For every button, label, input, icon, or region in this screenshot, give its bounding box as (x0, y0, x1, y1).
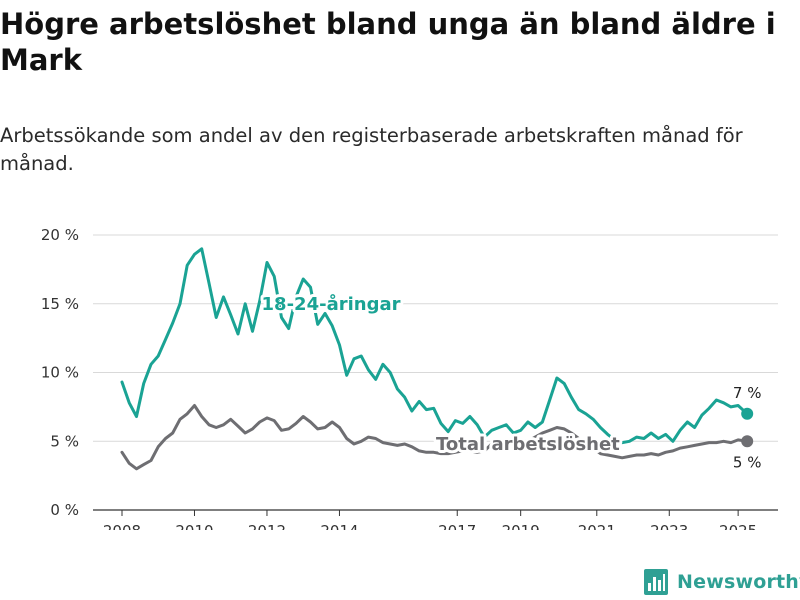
chart-subtitle: Arbetssökande som andel av den registerb… (0, 124, 743, 175)
line-chart: 0 % 5 % 10 % 15 % 20 % 2008 2010 2012 2014 2017 2… (41, 226, 778, 530)
x-tick-label: 2023 (650, 522, 688, 530)
x-tick-label: 2025 (719, 522, 757, 530)
x-tick-label: 2014 (320, 522, 358, 530)
x-tick-label: 2010 (175, 522, 213, 530)
series-end-label: 7 % (733, 384, 762, 402)
series-label: 18-24-åringar (262, 293, 401, 315)
y-tick-label: 15 % (41, 295, 79, 313)
series-end-point (741, 435, 754, 448)
brand-name: Newsworthy (677, 571, 800, 593)
series-end-point (741, 407, 754, 420)
x-tick-label: 2012 (248, 522, 286, 530)
x-tick-label: 2019 (502, 522, 540, 530)
y-tick-label: 0 % (50, 501, 79, 519)
series-end-label: 5 % (733, 453, 762, 471)
y-tick-label: 5 % (50, 432, 79, 450)
chart-title: Högre arbetslöshet bland unga än bland ä… (0, 7, 776, 77)
x-tick-label: 2008 (103, 522, 141, 530)
series-label: Total arbetslöshet (436, 434, 620, 455)
newsworthy-logo: Newsworthy (643, 568, 800, 596)
y-tick-label: 20 % (41, 226, 79, 244)
x-tick-label: 2021 (578, 522, 616, 530)
series-line-total-arbetsl-shet (120, 404, 749, 471)
y-tick-label: 10 % (41, 364, 79, 382)
x-tick-label: 2017 (438, 522, 476, 530)
bar-chart-icon (644, 569, 668, 595)
series-line-18-24-ringar (120, 247, 749, 445)
